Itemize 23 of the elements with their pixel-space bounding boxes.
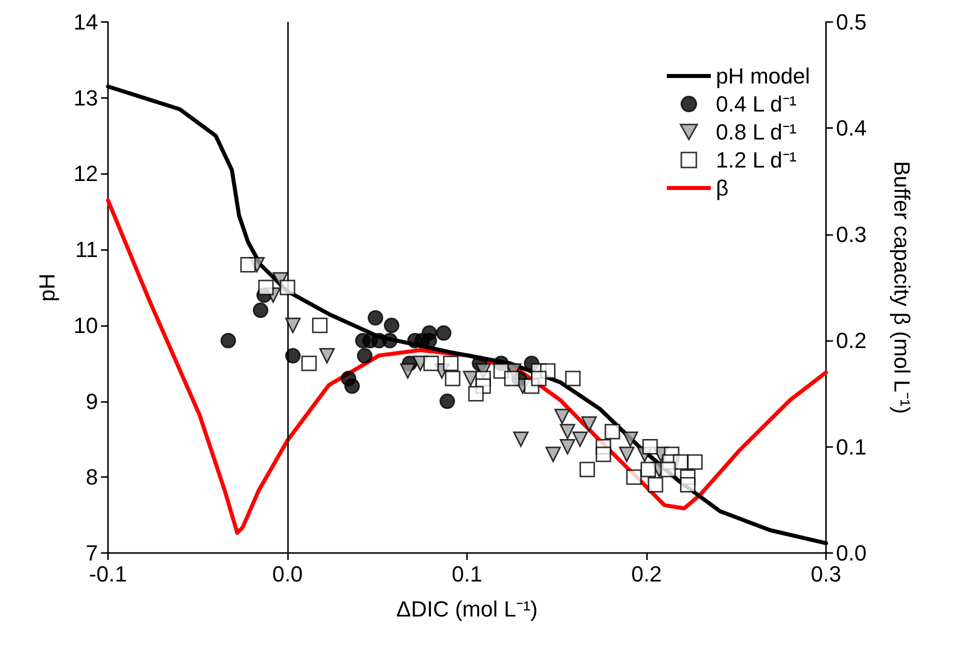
y2-tick-label: 0.2 bbox=[836, 328, 867, 354]
y-axis-title: pH bbox=[34, 273, 60, 302]
y-tick-label: 9 bbox=[86, 388, 98, 414]
y-tick-label: 8 bbox=[86, 464, 98, 490]
y-tick-label: 14 bbox=[74, 10, 98, 34]
y-tick-label: 10 bbox=[74, 312, 98, 338]
legend-label: 1.2 L d⁻¹ bbox=[716, 148, 797, 172]
legend-label: 0.4 L d⁻¹ bbox=[716, 92, 797, 116]
x-axis-title: ΔDIC (mol L⁻¹) bbox=[396, 596, 538, 622]
legend-label: β bbox=[716, 176, 728, 200]
legend-label: pH model bbox=[716, 64, 810, 88]
y-tick-label: 12 bbox=[74, 161, 98, 186]
x-tick-label: 0.0 bbox=[272, 562, 303, 586]
legend-label: 0.8 L d⁻¹ bbox=[716, 120, 797, 144]
y2-tick-label: 0.5 bbox=[836, 10, 867, 34]
y2-tick-label: 0.3 bbox=[836, 222, 867, 247]
y2-tick-label: 0.4 bbox=[836, 116, 867, 141]
y2-axis-title: Buffer capacity β (mol L⁻¹) bbox=[890, 161, 914, 414]
x-tick-label: 0.1 bbox=[452, 562, 482, 586]
y-tick-label: 13 bbox=[74, 85, 98, 110]
y-tick-label: 11 bbox=[75, 237, 98, 262]
y2-tick-label: 0.1 bbox=[836, 434, 867, 460]
x-tick-label: 0.2 bbox=[631, 562, 662, 586]
